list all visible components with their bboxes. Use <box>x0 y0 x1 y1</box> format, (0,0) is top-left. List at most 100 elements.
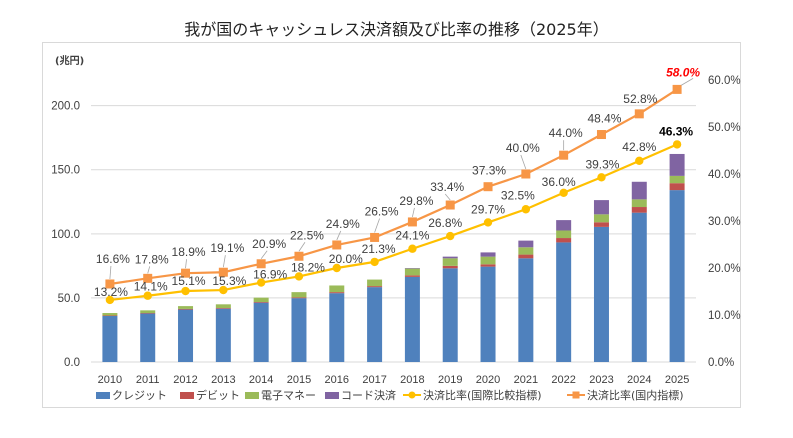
marker-domestic-ratio-2023 <box>596 130 606 140</box>
label-domestic-ratio-2025: 58.0% <box>666 65 700 79</box>
bar-debit-2021 <box>518 254 534 259</box>
bar-debit-2025 <box>669 183 685 191</box>
legend-label: 電子マネー <box>261 389 316 402</box>
bar-emoney-2017 <box>367 279 383 287</box>
bar-credit-2014 <box>253 302 269 362</box>
marker-domestic-ratio-2014 <box>256 259 266 269</box>
label-domestic-ratio-2016: 24.9% <box>326 217 360 231</box>
marker-international-ratio-2023 <box>597 173 606 182</box>
marker-domestic-ratio-2020 <box>483 182 493 192</box>
leader-line-domestic-ratio-2017 <box>374 218 380 233</box>
bar-debit-2017 <box>367 286 383 288</box>
bar-debit-2010 <box>102 315 118 316</box>
bar-debit-2016 <box>329 292 345 294</box>
legend-label: クレジット <box>112 389 167 402</box>
y-tick-right-20: 20.0% <box>708 263 741 275</box>
bar-emoney-2018 <box>404 268 420 276</box>
label-domestic-ratio-2019: 33.4% <box>430 180 464 194</box>
y-tick-right-60: 60.0% <box>708 75 741 87</box>
y-tick-right-40: 40.0% <box>708 169 741 181</box>
marker-international-ratio-2013 <box>219 285 228 295</box>
label-domestic-ratio-2018: 29.8% <box>399 194 433 208</box>
label-international-ratio-2017: 21.3% <box>362 242 396 256</box>
label-international-ratio-2024: 42.8% <box>622 140 656 154</box>
chart-title: 我が国のキャッシュレス決済額及び比率の推移（2025年） <box>184 20 609 39</box>
bar-credit-2024 <box>631 212 647 362</box>
marker-international-ratio-2016 <box>332 263 341 273</box>
bar-emoney-2016 <box>329 285 345 293</box>
line-international-ratio <box>109 143 678 302</box>
bar-credit-2011 <box>140 313 156 362</box>
y-axis-unit-label: (兆円) <box>55 56 85 67</box>
legend-label: デビット <box>196 389 240 402</box>
bar-credit-2012 <box>178 309 194 362</box>
x-tick-2024: 2024 <box>627 374 651 386</box>
code-payment-swatch-icon <box>325 391 339 399</box>
bar-credit-2016 <box>329 293 345 362</box>
bar-credit-2017 <box>367 287 383 362</box>
bar-emoney-2020 <box>480 256 496 265</box>
bar-credit-2015 <box>291 298 307 362</box>
bar-emoney-2015 <box>291 292 307 298</box>
marker-domestic-ratio-2022 <box>559 150 569 160</box>
y-tick-right-30: 30.0% <box>708 216 741 228</box>
bar-emoney-2025 <box>669 175 685 184</box>
legend-label: 決済比率(国内指標) <box>587 389 684 402</box>
bar-debit-2013 <box>215 308 231 309</box>
x-tick-2025: 2025 <box>665 374 689 386</box>
label-domestic-ratio-2024: 52.8% <box>623 92 657 106</box>
marker-international-ratio-2018 <box>408 244 417 253</box>
x-tick-2014: 2014 <box>249 374 273 386</box>
legend-item-international-ratio: 決済比率(国際比較指標) <box>403 387 542 403</box>
label-international-ratio-2011: 14.1% <box>134 280 168 294</box>
bar-code-payment-2021 <box>518 240 534 248</box>
bar-debit-2023 <box>593 222 609 227</box>
bar-credit-2018 <box>404 276 420 362</box>
bar-debit-2015 <box>291 297 307 299</box>
marker-domestic-ratio-2025 <box>672 84 682 94</box>
label-international-ratio-2014: 16.9% <box>253 268 287 282</box>
leader-line-domestic-ratio-2013 <box>222 255 226 268</box>
legend-item-credit: クレジット <box>96 387 167 403</box>
marker-international-ratio-2020 <box>483 218 493 227</box>
marker-international-ratio-2012 <box>181 286 190 296</box>
label-domestic-ratio-2014: 20.9% <box>252 237 286 251</box>
marker-domestic-ratio-2024 <box>634 109 644 119</box>
legend-label: コード決済 <box>341 389 396 402</box>
marker-domestic-ratio-2015 <box>294 251 304 261</box>
label-international-ratio-2019: 26.8% <box>428 216 462 230</box>
bar-code-payment-2025 <box>669 153 685 176</box>
x-tick-2010: 2010 <box>98 374 122 386</box>
x-tick-2023: 2023 <box>589 374 613 386</box>
bar-credit-2020 <box>480 266 496 362</box>
leader-line-domestic-ratio-2010 <box>109 265 112 280</box>
label-international-ratio-2015: 18.2% <box>291 260 325 274</box>
label-international-ratio-2010: 13.2% <box>94 285 128 299</box>
bar-credit-2019 <box>442 268 458 362</box>
y-tick-left-0: 0.0 <box>64 357 80 369</box>
label-domestic-ratio-2017: 26.5% <box>365 204 399 218</box>
marker-domestic-ratio-2017 <box>370 232 380 242</box>
label-domestic-ratio-2023: 48.4% <box>587 112 621 126</box>
label-domestic-ratio-2022: 44.0% <box>549 126 583 140</box>
marker-international-ratio-2019 <box>446 231 455 241</box>
marker-international-ratio-2025 <box>672 140 682 149</box>
x-tick-2017: 2017 <box>362 374 386 386</box>
bar-debit-2022 <box>556 238 572 243</box>
leader-line-domestic-ratio-2014 <box>260 250 268 260</box>
bar-debit-2019 <box>442 265 458 269</box>
marker-domestic-ratio-2021 <box>521 169 531 179</box>
bar-debit-2020 <box>480 264 496 267</box>
bar-emoney-2011 <box>140 310 156 314</box>
bar-credit-2023 <box>593 226 609 362</box>
x-tick-2018: 2018 <box>400 374 424 386</box>
marker-international-ratio-2010 <box>105 295 115 305</box>
label-international-ratio-2021: 32.5% <box>501 188 535 202</box>
label-domestic-ratio-2015: 22.5% <box>290 228 324 242</box>
leader-line-domestic-ratio-2018 <box>412 207 415 218</box>
y-tick-left-200: 200.0 <box>51 101 80 113</box>
x-tick-2015: 2015 <box>287 374 311 386</box>
leader-line-domestic-ratio-2021 <box>520 154 527 170</box>
bar-emoney-2014 <box>253 297 269 303</box>
